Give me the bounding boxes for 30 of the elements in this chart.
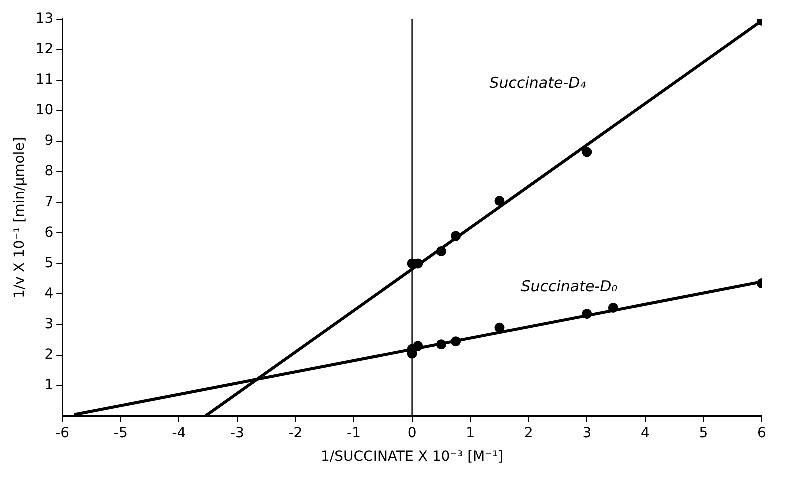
y-tick-label: 12 xyxy=(36,42,54,58)
y-tick-label: 7 xyxy=(44,194,54,210)
y-tick-label: 13 xyxy=(36,11,54,28)
x-tick-label: 2 xyxy=(524,425,534,442)
x-tick-label: 6 xyxy=(758,425,767,442)
x-tick-label: -6 xyxy=(56,425,70,442)
x-tick-label: -4 xyxy=(172,425,186,442)
x-tick-label: 0 xyxy=(408,425,417,442)
text: Succinate-D₄ xyxy=(490,74,586,92)
x-tick-label: 5 xyxy=(699,425,708,442)
y-tick-label: 4 xyxy=(44,286,54,302)
series-label: Succinate-D₀ xyxy=(521,278,618,296)
y-tick-label: 8 xyxy=(44,164,54,180)
y-tick-label: 2 xyxy=(44,346,54,363)
x-tick-label: -1 xyxy=(347,425,362,442)
x-tick-label: -3 xyxy=(230,425,244,442)
x-tick-label: -5 xyxy=(114,425,128,442)
y-tick-label: 3 xyxy=(44,316,54,332)
y-tick-label: 1 xyxy=(44,378,54,394)
y-tick-label: 9 xyxy=(44,133,54,150)
y-tick-label: 5 xyxy=(44,255,54,272)
x-tick-label: 4 xyxy=(640,425,650,442)
y-tick-label: 6 xyxy=(44,224,54,241)
y-tick-label: 11 xyxy=(36,72,54,88)
x-axis-title: 1/SUCCINATE X 10⁻³ [M⁻¹] xyxy=(321,449,504,466)
x-tick-label: 1 xyxy=(466,425,476,442)
y-axis-title: 1/v X 10⁻¹ [min/µmole] xyxy=(12,137,28,299)
x-tick-label: 3 xyxy=(582,425,592,442)
y-tick-label: 10 xyxy=(36,102,54,119)
x-tick-label: -2 xyxy=(288,425,303,442)
